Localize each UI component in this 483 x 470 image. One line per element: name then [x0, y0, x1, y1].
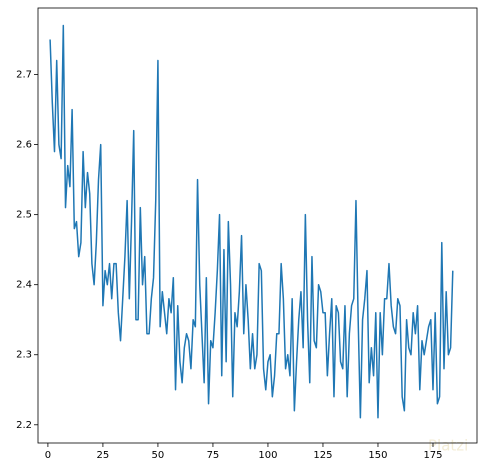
x-tick-label: 100	[258, 450, 277, 461]
y-tick-label: 2.7	[16, 70, 32, 81]
x-tick-label: 150	[368, 450, 387, 461]
y-tick-label: 2.2	[16, 420, 32, 431]
y-tick-label: 2.4	[16, 280, 32, 291]
axes-frame	[37, 7, 478, 444]
watermark: Platzi	[428, 437, 468, 455]
y-tick-label: 2.5	[16, 210, 32, 221]
x-tick-label: 175	[423, 450, 442, 461]
x-tick-label: 0	[45, 450, 51, 461]
x-tick-label: 75	[207, 450, 220, 461]
x-tick-label: 125	[313, 450, 332, 461]
x-tick-label: 50	[152, 450, 165, 461]
x-tick-label: 25	[97, 450, 110, 461]
y-tick-label: 2.3	[16, 350, 32, 361]
line	[49, 24, 454, 419]
y-tick-label: 2.6	[16, 140, 32, 151]
